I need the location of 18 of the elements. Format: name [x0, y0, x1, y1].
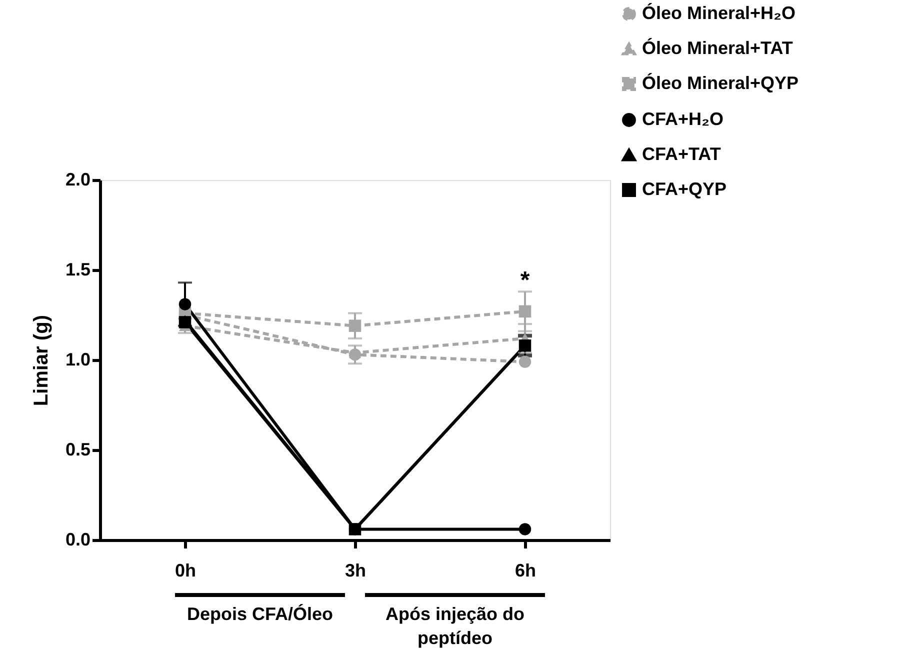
y-tick-label: 0.5 — [65, 440, 90, 460]
legend-label: Óleo Mineral+TAT — [642, 38, 793, 58]
text: Depois CFA/Óleo — [186, 604, 334, 624]
y-tick-label: 0.0 — [65, 530, 90, 550]
annotation: * — [520, 266, 530, 294]
legend-label: Óleo Mineral+H₂O — [642, 3, 796, 23]
y-tick-label: 2.0 — [65, 170, 90, 190]
text: Após injeção do peptídeo — [385, 604, 525, 648]
y-axis-title: Limiar (g) — [30, 314, 52, 406]
legend-label: CFA+H₂O — [642, 109, 724, 129]
x-tick-label: 3h — [344, 560, 366, 580]
y-tick-label: 1.5 — [65, 260, 90, 280]
x-tick-label: 0h — [174, 560, 196, 580]
legend-label: CFA+TAT — [642, 144, 721, 164]
legend-label: CFA+QYP — [642, 179, 727, 199]
legend-label: Óleo Mineral+QYP — [642, 73, 799, 93]
x-tick-label: 6h — [514, 560, 536, 580]
y-tick-label: 1.0 — [65, 350, 90, 370]
